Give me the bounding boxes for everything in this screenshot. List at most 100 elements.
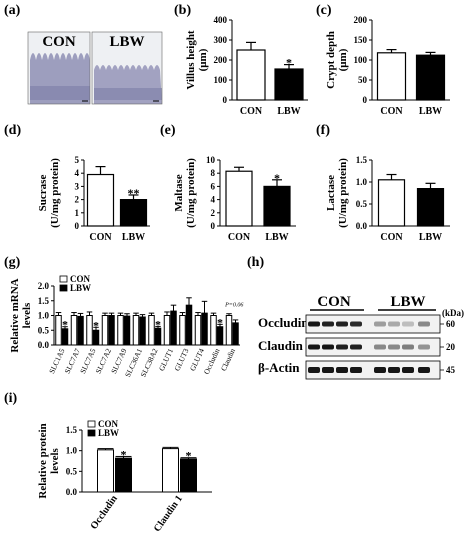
wb-marker-60: 60 xyxy=(446,319,456,329)
histology-con-label: CON xyxy=(42,34,76,50)
legend-swatch xyxy=(87,429,96,437)
chart-maltase: 0 2 4 6 8 10 CON * LBW Maltase(U/mg protein) xyxy=(173,155,296,243)
legend-swatch xyxy=(59,275,68,283)
y-tick-label: 1 xyxy=(75,208,80,218)
histology-lbw-tissue xyxy=(94,65,162,104)
panel-label-b: (b) xyxy=(174,3,191,18)
chart-sucrase: 0 1 2 3 4 5 CON ** LBW Sucrase(U/mg protein) xyxy=(37,155,150,243)
y-tick-label: 2 xyxy=(211,208,216,218)
y-tick-label: 10 xyxy=(206,155,216,165)
category-label: Occludin xyxy=(89,493,121,532)
y-tick-label: 1.5 xyxy=(38,296,50,306)
histology-con-tissue xyxy=(30,53,90,104)
y-axis-title-line: levels xyxy=(21,302,33,328)
wb-group-lbw: LBW xyxy=(390,294,425,310)
category-label: CON xyxy=(240,106,263,117)
y-axis-title-line: Relative mRNA xyxy=(9,278,21,352)
y-tick-label: 0.0 xyxy=(356,221,368,231)
y-tick-label: 2.0 xyxy=(38,281,50,291)
y-tick-label: 200 xyxy=(214,55,228,65)
legend-swatch xyxy=(59,284,68,292)
wb-band xyxy=(402,344,414,350)
bar xyxy=(263,185,291,227)
significance-marker: * xyxy=(62,318,68,332)
histology-lbw-frame xyxy=(91,31,163,105)
chart-crypt-depth: 0 50 100 150 200 CON LBW Crypt depth(μm) xyxy=(325,15,450,117)
bar xyxy=(123,315,131,346)
wb-band xyxy=(418,367,430,373)
wb-band xyxy=(308,321,320,327)
bar xyxy=(119,199,148,227)
western-blot: CON LBW (kDa) Occludin Claudin 1 β-Actin… xyxy=(258,294,464,380)
y-tick-label: 2 xyxy=(75,195,80,205)
panel-label-i: (i) xyxy=(4,391,18,406)
significance-marker: * xyxy=(93,318,99,332)
category-label: Claudin 1 xyxy=(152,493,185,534)
legend-label: LBW xyxy=(98,428,119,438)
y-tick-label: 0.5 xyxy=(66,466,78,476)
y-axis-title-line: Lactase xyxy=(325,175,337,211)
bar xyxy=(77,315,84,346)
bar xyxy=(225,315,233,346)
y-axis-title: Crypt depth(μm) xyxy=(325,31,349,89)
histology-con-muscle xyxy=(30,86,90,100)
bar xyxy=(132,315,140,346)
category-label: LBW xyxy=(419,232,442,243)
bar xyxy=(415,54,446,101)
category-label: CON xyxy=(380,106,403,117)
y-tick-label: 1.0 xyxy=(38,311,50,321)
significance-marker: * xyxy=(186,449,192,463)
y-tick-label: 200 xyxy=(354,15,368,25)
category-label: Claudin xyxy=(219,347,237,373)
wb-band xyxy=(402,321,414,327)
bar xyxy=(86,315,93,346)
y-tick-label: 100 xyxy=(214,75,228,85)
wb-row-label-occludin: Occludin xyxy=(258,315,309,330)
wb-band xyxy=(402,367,414,373)
bar xyxy=(216,326,224,346)
wb-band xyxy=(322,367,334,373)
significance-marker: * xyxy=(217,315,223,329)
significance-marker: * xyxy=(155,317,161,331)
panel-label-e: (e) xyxy=(160,123,176,138)
y-axis-title-line: (U/mg protein) xyxy=(185,158,197,228)
category-label: LBW xyxy=(265,232,288,243)
bar xyxy=(185,304,193,346)
y-axis-title-line: Crypt depth xyxy=(325,31,337,89)
bar xyxy=(117,315,124,346)
wb-band xyxy=(308,367,320,373)
wb-band xyxy=(308,344,320,350)
bar xyxy=(92,329,100,346)
bar xyxy=(97,449,114,493)
legend-label: CON xyxy=(98,419,119,429)
y-tick-label: 0 xyxy=(223,95,228,105)
y-tick-label: 5 xyxy=(75,155,80,165)
category-label: CON xyxy=(380,232,403,243)
bar xyxy=(180,458,197,493)
wb-kda-label: (kDa) xyxy=(442,308,464,318)
wb-band xyxy=(336,367,348,373)
category-label: CON xyxy=(228,232,251,243)
bar xyxy=(232,322,239,346)
y-tick-label: 150 xyxy=(354,35,368,45)
wb-marker-45: 45 xyxy=(446,365,456,375)
histology-lbw-muscle xyxy=(94,88,162,100)
p-value-annotation: P=0.06 xyxy=(224,303,243,309)
y-tick-label: 300 xyxy=(214,35,228,45)
chart-relative-mrna: 0.00.51.01.52.0*SLC1A5SLC7A7*SLC7A5SLC7A… xyxy=(9,274,243,378)
legend-swatch xyxy=(87,420,96,428)
y-tick-label: 6 xyxy=(211,181,216,191)
wb-band xyxy=(350,367,362,373)
wb-group-con: CON xyxy=(317,294,351,310)
y-tick-label: 3 xyxy=(75,181,80,191)
bar xyxy=(70,315,78,346)
bar xyxy=(210,315,217,346)
bar xyxy=(139,316,146,346)
significance-marker: * xyxy=(286,56,292,70)
bar xyxy=(416,188,445,227)
y-tick-label: 8 xyxy=(211,168,216,178)
bar xyxy=(236,49,266,101)
panel-label-f: (f) xyxy=(316,123,330,138)
y-tick-label: 4 xyxy=(211,195,216,205)
y-axis-title-line: Relative protein xyxy=(37,423,49,498)
